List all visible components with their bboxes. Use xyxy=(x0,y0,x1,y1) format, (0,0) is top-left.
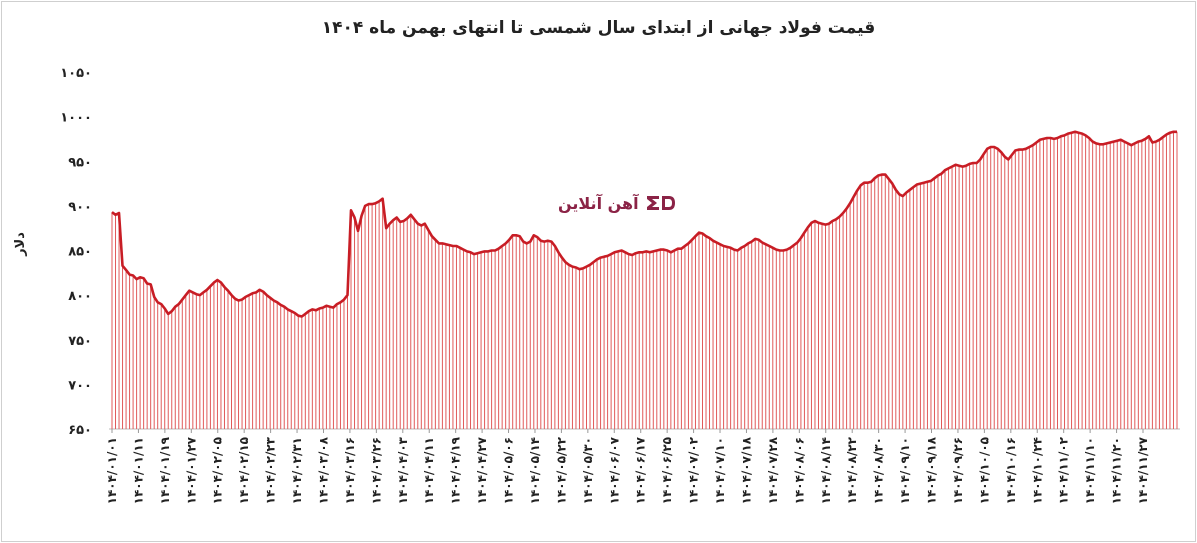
y-tick-label: ۱۰۰۰ xyxy=(60,111,92,126)
y-tick-label: ۹۵۰ xyxy=(68,155,92,170)
x-tick-label: ۱۴۰۴/۰۹/۲۶ xyxy=(951,437,965,504)
y-tick-label: ۱۰۵۰ xyxy=(60,66,92,81)
x-tick-label: ۱۴۰۴/۰۱/۱۱ xyxy=(131,437,145,504)
x-tick-label: ۱۴۰۴/۰۹/۱۰ xyxy=(898,437,912,504)
x-tick-label: ۱۴۰۴/۱۱/۱۰ xyxy=(1083,437,1097,504)
y-tick-label: ۷۰۰ xyxy=(68,378,92,393)
x-tick-label: ۱۴۰۴/۰۵/۲۲ xyxy=(554,436,568,504)
y-tick-label: ۹۰۰ xyxy=(68,200,92,215)
series-line xyxy=(111,130,1177,318)
x-tick-label: ۱۴۰۴/۰۷/۱۸ xyxy=(739,436,753,504)
x-tick-label: ۱۴۰۴/۰۸/۱۴ xyxy=(819,437,833,504)
x-tick-label: ۱۴۰۴/۰۶/۰۷ xyxy=(607,436,621,504)
x-tick-label: ۱۴۰۴/۱۰/۰۵ xyxy=(977,437,991,504)
x-tick-label: ۱۴۰۴/۰۸/۲۲ xyxy=(845,436,859,504)
x-tick-label: ۱۴۰۴/۰۲/۰۵ xyxy=(211,437,225,504)
x-tick-label: ۱۴۰۴/۱۱/۰۲ xyxy=(1057,436,1071,504)
x-tick-label: ۱۴۰۴/۱۰/۲۴ xyxy=(1030,437,1044,504)
x-tick-label: ۱۴۰۴/۰۲/۱۵ xyxy=(237,437,251,504)
watermark: آهن آنلاین xyxy=(558,193,677,213)
x-tick-label: ۱۴۰۴/۰۴/۲۷ xyxy=(475,436,489,504)
watermark-logo-icon xyxy=(646,196,675,210)
x-tick-label: ۱۴۰۴/۰۱/۰۱ xyxy=(105,437,119,504)
x-tick-label: ۱۴۰۴/۰۵/۰۶ xyxy=(502,437,516,504)
x-tick-label: ۱۴۰۴/۰۴/۱۱ xyxy=(422,437,436,504)
x-tick-label: ۱۴۰۴/۰۳/۰۸ xyxy=(316,436,330,504)
x-tick-label: ۱۴۰۴/۰۶/۱۷ xyxy=(634,436,648,504)
x-tick-label: ۱۴۰۴/۱۱/۲۰ xyxy=(1110,437,1124,504)
x-tick-label: ۱۴۰۴/۰۶/۲۵ xyxy=(660,437,674,504)
x-tick-label: ۱۴۰۴/۰۴/۰۳ xyxy=(396,436,410,504)
x-tick-label: ۱۴۰۴/۰۸/۰۶ xyxy=(792,437,806,504)
chart-title: قیمت فولاد جهانی از ابتدای سال شمسی تا ا… xyxy=(321,18,876,38)
y-tick-label: ۸۵۰ xyxy=(68,245,92,260)
x-tick-label: ۱۴۰۴/۰۸/۳۰ xyxy=(872,437,886,504)
y-tick-label: ۶۵۰ xyxy=(68,423,92,438)
x-tick-label: ۱۴۰۴/۰۲/۲۳ xyxy=(264,436,278,504)
x-tick-label: ۱۴۰۴/۰۳/۲۶ xyxy=(369,437,383,504)
x-tick-label: ۱۴۰۴/۰۴/۱۹ xyxy=(449,436,463,504)
y-tick-label: ۸۰۰ xyxy=(68,289,92,304)
x-tick-label: ۱۴۰۴/۱۰/۱۶ xyxy=(1004,437,1018,504)
x-tick-label: ۱۴۰۴/۰۷/۱۰ xyxy=(713,437,727,504)
x-tick-label: ۱۴۰۴/۰۲/۳۱ xyxy=(290,437,304,504)
x-tick-label: ۱۴۰۴/۰۱/۱۹ xyxy=(158,436,172,504)
x-tick-label: ۱۴۰۴/۰۱/۲۷ xyxy=(184,436,198,504)
x-tick-label: ۱۴۰۴/۰۷/۰۲ xyxy=(687,436,701,504)
y-tick-label: ۷۵۰ xyxy=(68,334,92,349)
x-tick-label: ۱۴۰۴/۱۱/۲۷ xyxy=(1136,436,1150,504)
x-tick-label: ۱۴۰۴/۰۵/۳۰ xyxy=(581,437,595,504)
x-tick-label: ۱۴۰۴/۰۵/۱۴ xyxy=(528,437,542,504)
x-tick-label: ۱۴۰۴/۰۳/۱۶ xyxy=(343,437,357,504)
x-tick-label: ۱۴۰۴/۰۷/۲۸ xyxy=(766,436,780,504)
x-tick-label: ۱۴۰۴/۰۹/۱۸ xyxy=(925,436,939,504)
watermark-text: آهن آنلاین xyxy=(558,193,639,213)
